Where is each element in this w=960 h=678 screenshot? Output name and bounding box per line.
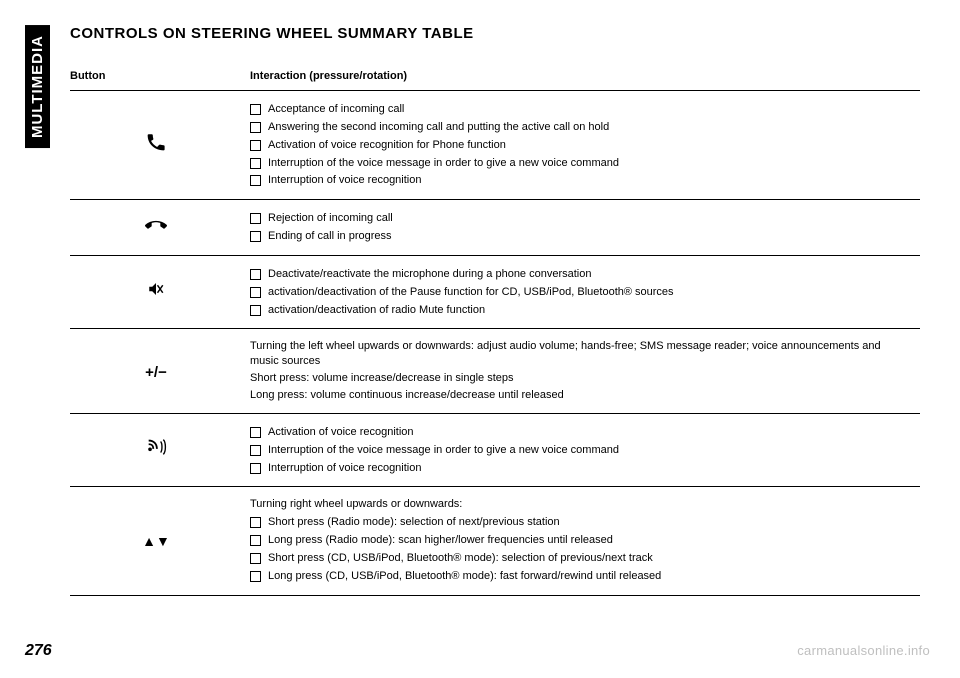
interaction-cell: Rejection of incoming call Ending of cal… [250,200,920,256]
page-number: 276 [25,642,52,660]
button-cell [70,91,250,200]
action-list: Deactivate/reactivate the microphone dur… [250,267,912,318]
action-item: Interruption of voice recognition [250,173,912,188]
action-list: Short press (Radio mode): selection of n… [250,515,912,583]
action-item: Interruption of the voice message in ord… [250,443,912,458]
action-item: Deactivate/reactivate the microphone dur… [250,267,912,282]
controls-summary-table: Button Interaction (pressure/rotation) A… [70,64,920,596]
interaction-cell: Turning the left wheel upwards or downwa… [250,329,920,413]
leadin-line: Turning right wheel upwards or downwards… [250,497,912,512]
page-title: CONTROLS ON STEERING WHEEL SUMMARY TABLE [70,25,920,42]
interaction-cell: Deactivate/reactivate the microphone dur… [250,255,920,329]
action-line: Long press: volume continuous increase/d… [250,388,912,403]
table-row: Rejection of incoming call Ending of cal… [70,200,920,256]
action-item: Activation of voice recognition for Phon… [250,138,912,153]
footer-source: carmanualsonline.info [797,643,930,658]
col-header-button: Button [70,64,250,91]
end-call-icon [145,214,167,240]
button-cell: +/− [70,329,250,413]
phone-icon [145,131,167,157]
col-header-interaction: Interaction (pressure/rotation) [250,64,920,91]
action-item: Interruption of voice recognition [250,461,912,476]
button-cell [70,413,250,487]
action-item: Answering the second incoming call and p… [250,120,912,135]
page-content: CONTROLS ON STEERING WHEEL SUMMARY TABLE… [70,25,920,596]
plain-text-block: Turning the left wheel upwards or downwa… [250,339,912,402]
leadin-block: Turning right wheel upwards or downwards… [250,497,912,512]
table-row: +/− Turning the left wheel upwards or do… [70,329,920,413]
action-line: Turning the left wheel upwards or downwa… [250,339,912,369]
action-item: Activation of voice recognition [250,425,912,440]
table-row: Activation of voice recognition Interrup… [70,413,920,487]
action-item: activation/deactivation of the Pause fun… [250,285,912,300]
action-list: Activation of voice recognition Interrup… [250,425,912,476]
button-cell [70,255,250,329]
section-sidebar-label: MULTIMEDIA [25,25,50,148]
action-list: Acceptance of incoming call Answering th… [250,102,912,188]
button-cell: ▲▼ [70,487,250,595]
action-item: activation/deactivation of radio Mute fu… [250,303,912,318]
action-item: Interruption of the voice message in ord… [250,156,912,171]
mute-icon [147,280,165,302]
voice-recognition-icon [145,436,167,462]
action-item: Long press (CD, USB/iPod, Bluetooth® mod… [250,569,912,584]
up-down-icon: ▲▼ [142,530,170,550]
action-line: Short press: volume increase/decrease in… [250,371,912,386]
interaction-cell: Acceptance of incoming call Answering th… [250,91,920,200]
action-item: Short press (Radio mode): selection of n… [250,515,912,530]
action-item: Ending of call in progress [250,229,912,244]
volume-plus-minus-icon: +/− [145,365,167,380]
button-cell [70,200,250,256]
action-item: Long press (Radio mode): scan higher/low… [250,533,912,548]
action-item: Acceptance of incoming call [250,102,912,117]
table-row: ▲▼ Turning right wheel upwards or downwa… [70,487,920,595]
action-item: Short press (CD, USB/iPod, Bluetooth® mo… [250,551,912,566]
interaction-cell: Turning right wheel upwards or downwards… [250,487,920,595]
table-header-row: Button Interaction (pressure/rotation) [70,64,920,91]
interaction-cell: Activation of voice recognition Interrup… [250,413,920,487]
action-item: Rejection of incoming call [250,211,912,226]
action-list: Rejection of incoming call Ending of cal… [250,211,912,244]
table-row: Acceptance of incoming call Answering th… [70,91,920,200]
table-row: Deactivate/reactivate the microphone dur… [70,255,920,329]
